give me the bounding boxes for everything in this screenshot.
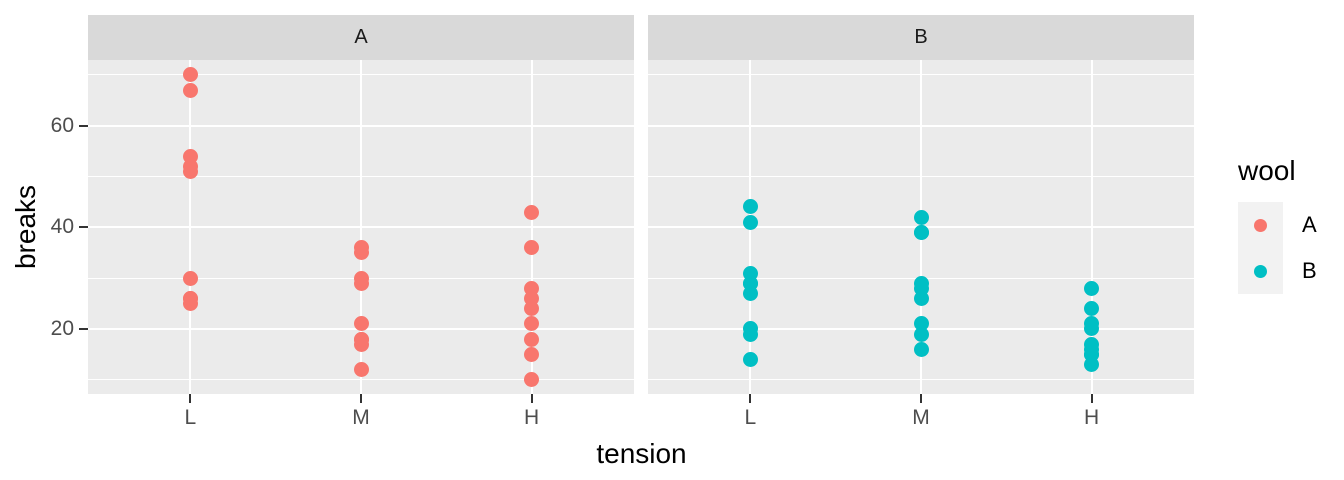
x-tick-H: [1090, 394, 1093, 403]
data-point: [182, 163, 198, 179]
data-point: [182, 270, 198, 286]
data-point: [182, 82, 198, 98]
x-axis-title: tension: [596, 438, 687, 469]
facet-strip-A: A: [88, 15, 634, 60]
x-tick-H: [530, 394, 533, 403]
y-tick-label-20: 20: [50, 316, 74, 340]
data-point: [742, 321, 758, 337]
data-point: [353, 270, 369, 286]
legend-dot-icon: [1254, 264, 1267, 278]
data-point: [182, 290, 198, 306]
data-point: [1084, 301, 1100, 317]
y-tick-label-40: 40: [50, 215, 74, 239]
facet-strip-B: B: [648, 15, 1194, 60]
legend-entry-A: A: [1238, 202, 1317, 248]
data-point: [353, 316, 369, 332]
data-point: [913, 316, 929, 332]
gridline-x-L: [189, 60, 192, 394]
data-point: [524, 331, 540, 347]
data-point: [524, 240, 540, 256]
gridline-x-M: [360, 60, 362, 394]
facet-strip-label: A: [354, 26, 368, 48]
data-point: [913, 209, 929, 225]
data-point: [913, 341, 929, 357]
gridline-x-H: [530, 60, 533, 394]
legend-title: wool: [1238, 155, 1296, 186]
data-point: [913, 275, 929, 291]
data-point: [1084, 341, 1100, 357]
data-point: [353, 331, 369, 347]
x-tick-L: [189, 394, 192, 403]
y-tick-60: [79, 124, 88, 127]
legend-key: [1238, 202, 1283, 248]
x-tick-label-H: H: [1084, 406, 1100, 429]
data-point: [182, 67, 198, 83]
legend-label: B: [1302, 258, 1317, 283]
data-point: [742, 199, 758, 215]
data-point: [524, 346, 540, 362]
x-tick-label-M: M: [352, 406, 370, 429]
data-point: [742, 214, 758, 230]
data-point: [524, 204, 540, 220]
x-tick-label-H: H: [524, 406, 540, 429]
facet-strip-label: B: [914, 26, 928, 48]
x-tick-L: [749, 394, 752, 403]
data-point: [353, 240, 369, 256]
x-tick-label-L: L: [744, 406, 757, 429]
data-point: [524, 372, 540, 388]
data-point: [742, 265, 758, 281]
gridline-x-H: [1090, 60, 1093, 394]
x-tick-label-L: L: [184, 406, 197, 429]
data-point: [353, 362, 369, 378]
y-tick-40: [79, 226, 88, 229]
x-tick-M: [360, 394, 362, 403]
data-point: [913, 224, 929, 240]
legend-label: A: [1302, 212, 1317, 237]
y-tick-20: [79, 327, 88, 330]
x-tick-label-M: M: [912, 406, 930, 429]
x-tick-M: [920, 394, 922, 403]
data-point: [742, 351, 758, 367]
panel-A: [88, 60, 634, 394]
data-point: [1084, 316, 1100, 332]
panel-B: [648, 60, 1194, 394]
legend-key: [1238, 248, 1283, 294]
data-point: [1084, 280, 1100, 296]
legend-entry-B: B: [1238, 248, 1317, 294]
legend-dot-icon: [1254, 218, 1267, 232]
data-point: [524, 290, 540, 306]
y-tick-label-60: 60: [50, 113, 74, 137]
data-point: [524, 316, 540, 332]
